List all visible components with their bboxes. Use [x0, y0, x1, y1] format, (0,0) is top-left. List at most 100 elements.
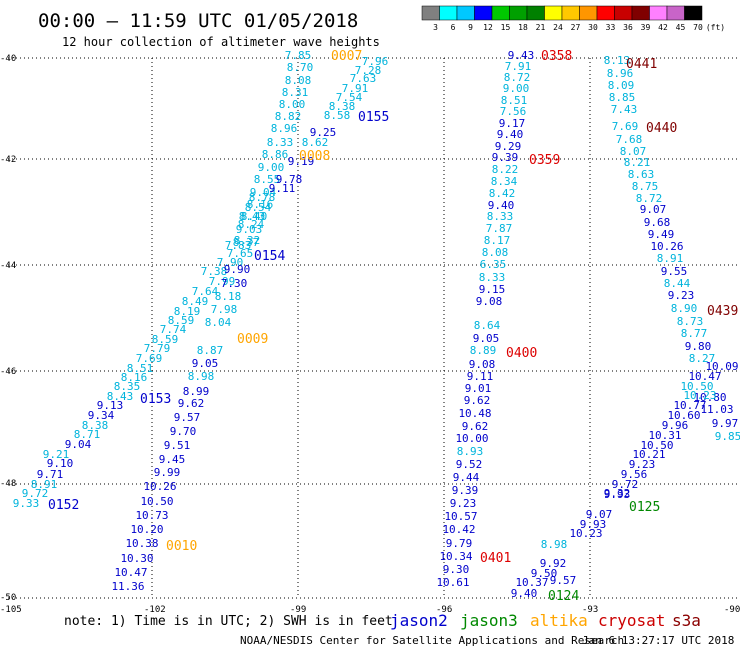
wave-height-value: 9.05 — [192, 357, 219, 370]
wave-height-value: 9.80 — [685, 340, 712, 353]
wave-height-value: 8.51 — [501, 94, 528, 107]
wave-height-value: 9.97 — [712, 417, 739, 430]
wave-height-value: 10.50 — [640, 439, 673, 452]
wave-height-value: 9.70 — [170, 425, 197, 438]
wave-height-value: 8.34 — [491, 175, 518, 188]
legend-swatch — [456, 5, 475, 21]
wave-height-value: 8.98 — [541, 538, 568, 551]
wave-height-value: 9.29 — [495, 140, 522, 153]
wave-height-value: 8.08 — [285, 74, 312, 87]
wave-height-value: 9.52 — [456, 458, 483, 471]
wave-height-value: 10.60 — [667, 409, 700, 422]
wave-height-value: 9.56 — [621, 468, 648, 481]
legend-swatch — [491, 5, 510, 21]
legend-swatch — [614, 5, 633, 21]
wave-height-value: 10.26 — [143, 480, 176, 493]
wave-height-value: 9.79 — [446, 537, 473, 550]
wave-height-value: 10.47 — [114, 566, 147, 579]
color-legend: 3 6 9 12 15 18 21 24 27 30 33 36 39 42 45 70 (ft) — [421, 5, 725, 32]
wave-height-value: 8.19 — [174, 305, 201, 318]
wave-height-value: 8.59 — [152, 333, 179, 346]
page-subtitle: 12 hour collection of altimeter wave hei… — [62, 35, 380, 49]
wave-height-value: 9.57 — [174, 411, 201, 424]
wave-height-value: 8.98 — [188, 370, 215, 383]
legend-label: (ft) — [706, 23, 725, 32]
wave-height-value: 7.54 — [336, 91, 363, 104]
legend-label: 30 — [588, 23, 598, 32]
pass-time-label: 0154 — [254, 249, 285, 264]
legend-label: 18 — [518, 23, 528, 32]
legend-label: 6 — [451, 23, 456, 32]
wave-height-value: 8.71 — [74, 428, 101, 441]
wave-height-value: 10.57 — [444, 510, 477, 523]
wave-height-value: 9.72 — [612, 478, 639, 491]
wave-height-value: 9.30 — [443, 563, 470, 576]
wave-height-value: 9.40 — [511, 587, 538, 600]
satellite-jason3: jason3 — [460, 611, 518, 630]
wave-height-value: 8.42 — [489, 187, 516, 200]
wave-height-value: 8.96 — [271, 122, 298, 135]
wave-height-value: 8.22 — [492, 163, 519, 176]
wave-height-value: 10.26 — [650, 240, 683, 253]
page-title: 00:00 – 11:59 UTC 01/05/2018 — [38, 10, 358, 32]
wave-height-value: 9.90 — [224, 263, 251, 276]
wave-height-value: 9.39 — [452, 484, 479, 497]
wave-height-value: 9.32 — [604, 487, 631, 500]
wave-height-value: 11.03 — [700, 403, 733, 416]
wave-height-value: 8.04 — [205, 316, 232, 329]
wave-height-value: 9.05 — [473, 332, 500, 345]
wave-height-value: 7.56 — [500, 105, 527, 118]
wave-height-value: 9.07 — [640, 203, 667, 216]
lon-label-96: -96 — [436, 605, 452, 615]
wave-height-value: 9.93 — [604, 488, 631, 501]
wave-height-value: 9.15 — [479, 283, 506, 296]
wave-height-value: 8.33 — [487, 210, 514, 223]
wave-height-value: 8.96 — [607, 67, 634, 80]
lat-label-48: -48 — [0, 479, 16, 489]
wave-height-value: 10.61 — [436, 576, 469, 589]
legend-swatch — [596, 5, 615, 21]
wave-height-value: 9.57 — [550, 574, 577, 587]
pass-time-label: 0125 — [629, 500, 660, 515]
wave-height-value: 8.38 — [82, 419, 109, 432]
wave-height-value: 10.50 — [140, 495, 173, 508]
wave-height-value: 9.25 — [310, 126, 337, 139]
legend-swatch — [421, 5, 440, 21]
wave-height-value: 8.13 — [604, 54, 631, 67]
lon-label-90: -90 — [724, 605, 740, 615]
wave-height-value: 8.72 — [636, 192, 663, 205]
wave-height-value: 7.30 — [221, 277, 248, 290]
wave-height-value: 8.32 — [234, 234, 261, 247]
wave-height-value: 8.90 — [671, 302, 698, 315]
wave-height-value: 9.44 — [453, 471, 480, 484]
wave-height-value: 9.23 — [629, 458, 656, 471]
wave-height-value: 8.93 — [457, 445, 484, 458]
wave-height-value: 10.42 — [442, 523, 475, 536]
wave-height-value: 8.64 — [474, 319, 501, 332]
wave-height-value: 8.63 — [628, 168, 655, 181]
wave-height-value: 9.45 — [159, 453, 186, 466]
wave-height-value: 9.62 — [464, 394, 491, 407]
pass-time-label: 0441 — [626, 57, 657, 72]
wave-height-value: 8.55 — [254, 173, 281, 186]
wave-height-value: 7.98 — [211, 303, 238, 316]
wave-height-value: 8.40 — [241, 210, 268, 223]
wave-height-value: 9.72 — [22, 487, 49, 500]
legend-swatch — [526, 5, 545, 21]
legend-label: 70 — [693, 23, 703, 32]
pass-time-label: 0007 — [331, 49, 362, 64]
wave-height-value: 10.30 — [120, 552, 153, 565]
wave-height-value: 9.93 — [580, 518, 607, 531]
legend-label: 45 — [676, 23, 686, 32]
wave-height-value: 9.62 — [178, 397, 205, 410]
wave-height-value: 7.79 — [144, 342, 171, 355]
legend-swatch — [544, 5, 563, 21]
wave-height-value: 9.07 — [586, 508, 613, 521]
wave-height-value: 6.35 — [480, 258, 507, 271]
wave-height-value: 9.33 — [13, 497, 40, 510]
wave-height-value: 8.17 — [484, 234, 511, 247]
wave-height-value: 9.78 — [276, 173, 303, 186]
wave-height-value: 7.91 — [342, 82, 369, 95]
wave-height-value: 10.34 — [439, 550, 472, 563]
